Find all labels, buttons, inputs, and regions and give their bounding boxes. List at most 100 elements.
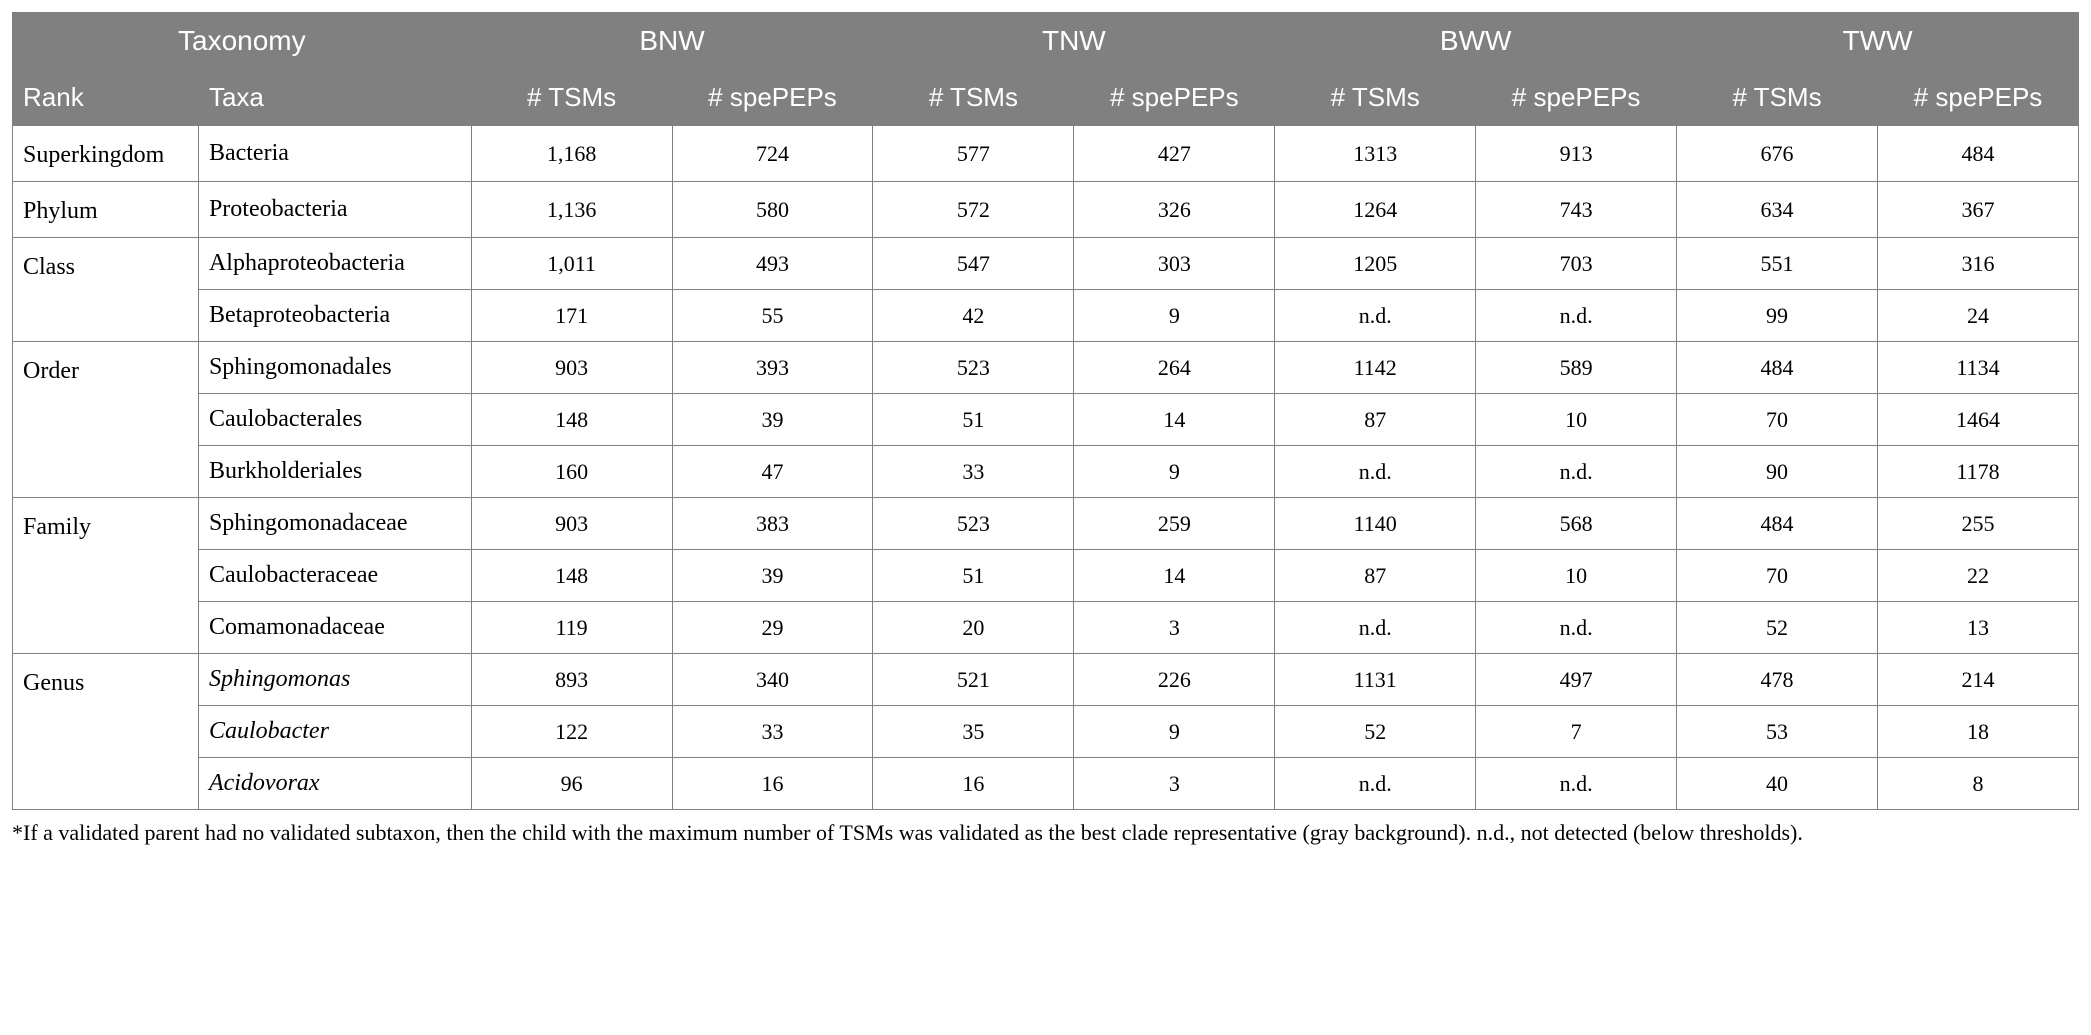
header-group: Taxonomy [13,13,472,70]
value-cell: 3 [1074,758,1275,810]
value-cell: 1131 [1275,654,1476,706]
header-column: # spePEPs [1877,70,2078,126]
taxa-cell: Alphaproteobacteria [198,238,471,290]
value-cell: 1464 [1877,394,2078,446]
taxa-cell: Acidovorax [198,758,471,810]
taxa-cell: Bacteria [198,126,471,182]
value-cell: 87 [1275,394,1476,446]
value-cell: 33 [873,446,1074,498]
value-cell: 572 [873,182,1074,238]
value-cell: 743 [1476,182,1677,238]
value-cell: 523 [873,342,1074,394]
value-cell: 1178 [1877,446,2078,498]
value-cell: n.d. [1476,290,1677,342]
value-cell: 427 [1074,126,1275,182]
value-cell: 634 [1677,182,1878,238]
value-cell: 18 [1877,706,2078,758]
value-cell: 497 [1476,654,1677,706]
value-cell: 214 [1877,654,2078,706]
value-cell: 14 [1074,550,1275,602]
value-cell: 90 [1677,446,1878,498]
value-cell: n.d. [1476,758,1677,810]
value-cell: 1,168 [471,126,672,182]
value-cell: 148 [471,394,672,446]
value-cell: 148 [471,550,672,602]
header-group: BNW [471,13,873,70]
header-row-groups: TaxonomyBNWTNWBWWTWW [13,13,2079,70]
table-row: PhylumProteobacteria1,136580572326126474… [13,182,2079,238]
header-column: Rank [13,70,199,126]
value-cell: n.d. [1476,602,1677,654]
value-cell: 10 [1476,550,1677,602]
value-cell: 1142 [1275,342,1476,394]
rank-cell: Genus [13,654,199,810]
value-cell: 52 [1275,706,1476,758]
value-cell: 55 [672,290,873,342]
table-body: SuperkingdomBacteria1,168724577427131391… [13,126,2079,810]
value-cell: 1,136 [471,182,672,238]
taxonomy-table: TaxonomyBNWTNWBWWTWW RankTaxa# TSMs# spe… [12,12,2079,810]
value-cell: 9 [1074,706,1275,758]
header-column: # TSMs [1677,70,1878,126]
value-cell: 20 [873,602,1074,654]
value-cell: 39 [672,550,873,602]
value-cell: 1134 [1877,342,2078,394]
value-cell: 383 [672,498,873,550]
value-cell: 51 [873,394,1074,446]
value-cell: 326 [1074,182,1275,238]
table-row: Comamonadaceae11929203n.d.n.d.5213 [13,602,2079,654]
value-cell: 484 [1677,498,1878,550]
taxa-cell: Comamonadaceae [198,602,471,654]
value-cell: 24 [1877,290,2078,342]
header-row-columns: RankTaxa# TSMs# spePEPs# TSMs# spePEPs# … [13,70,2079,126]
table-row: Betaproteobacteria17155429n.d.n.d.9924 [13,290,2079,342]
taxa-cell: Burkholderiales [198,446,471,498]
value-cell: 547 [873,238,1074,290]
value-cell: n.d. [1275,758,1476,810]
table-row: Caulobacteraceae14839511487107022 [13,550,2079,602]
value-cell: 96 [471,758,672,810]
header-column: # spePEPs [672,70,873,126]
value-cell: 903 [471,342,672,394]
rank-cell: Phylum [13,182,199,238]
value-cell: 1313 [1275,126,1476,182]
table-row: Caulobacterales1483951148710701464 [13,394,2079,446]
value-cell: 1264 [1275,182,1476,238]
value-cell: 33 [672,706,873,758]
table-row: GenusSphingomonas89334052122611314974782… [13,654,2079,706]
value-cell: 87 [1275,550,1476,602]
value-cell: 1,011 [471,238,672,290]
value-cell: 40 [1677,758,1878,810]
value-cell: 903 [471,498,672,550]
taxa-cell: Sphingomonadales [198,342,471,394]
value-cell: 226 [1074,654,1275,706]
value-cell: 7 [1476,706,1677,758]
table-footnote: *If a validated parent had no validated … [12,818,2079,848]
value-cell: 70 [1677,394,1878,446]
value-cell: 39 [672,394,873,446]
value-cell: 259 [1074,498,1275,550]
value-cell: 51 [873,550,1074,602]
header-column: # TSMs [1275,70,1476,126]
value-cell: 577 [873,126,1074,182]
value-cell: 255 [1877,498,2078,550]
value-cell: 8 [1877,758,2078,810]
header-column: # spePEPs [1476,70,1677,126]
value-cell: 99 [1677,290,1878,342]
value-cell: 493 [672,238,873,290]
value-cell: 9 [1074,446,1275,498]
value-cell: 35 [873,706,1074,758]
taxa-cell: Betaproteobacteria [198,290,471,342]
value-cell: 521 [873,654,1074,706]
header-column: Taxa [198,70,471,126]
value-cell: 22 [1877,550,2078,602]
table-row: FamilySphingomonadaceae90338352325911405… [13,498,2079,550]
rank-cell: Class [13,238,199,342]
value-cell: 264 [1074,342,1275,394]
value-cell: 568 [1476,498,1677,550]
table-row: Caulobacter122333595275318 [13,706,2079,758]
value-cell: 1205 [1275,238,1476,290]
value-cell: 893 [471,654,672,706]
value-cell: n.d. [1275,290,1476,342]
value-cell: 70 [1677,550,1878,602]
